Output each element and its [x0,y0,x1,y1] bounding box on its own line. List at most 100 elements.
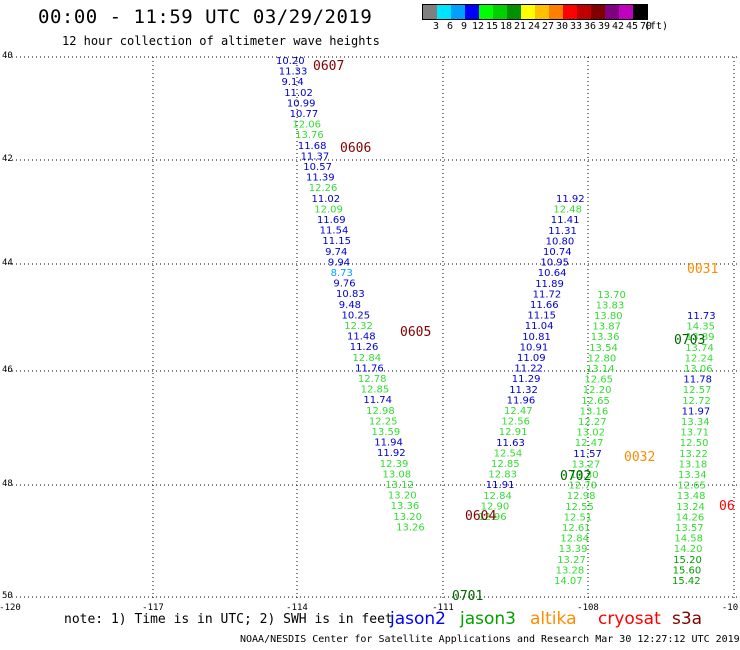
footnote: note: 1) Time is in UTC; 2) SWH is in fe… [64,612,393,627]
wave-height-value: 14.58 [674,534,703,545]
wave-height-value: 12.26 [309,183,338,194]
wave-height-value: 12.91 [499,427,528,438]
wave-height-value: 11.97 [682,406,711,417]
wave-height-value: 10.57 [303,162,332,173]
wave-height-value: 11.32 [509,385,538,396]
wave-height-value: 14.07 [554,576,583,587]
wave-height-value: 9.76 [333,279,355,290]
pass-time-label: 0607 [313,59,344,74]
wave-height-value: 13.87 [592,322,621,333]
wave-height-value: 11.92 [377,448,406,459]
wave-height-value: 12.25 [369,416,398,427]
wave-height-value: 12.83 [488,470,517,481]
wave-height-value: 10.25 [342,310,371,321]
wave-height-value: 9.14 [281,77,303,88]
latitude-tick-label: 40 [2,51,13,61]
wave-height-value: 11.78 [683,375,712,386]
wave-height-value: 12.57 [683,385,712,396]
longitude-tick-label: -120 [0,603,21,613]
wave-height-value: 11.74 [363,395,392,406]
wave-height-value: 11.76 [355,363,384,374]
wave-height-value: 15.60 [673,565,702,576]
color-swatch [507,5,521,19]
wave-height-value: 12.84 [560,534,589,545]
pass-time-label: 0702 [560,469,591,484]
wave-height-value: 13.80 [594,311,623,322]
wave-height-value: 13.18 [679,459,708,470]
longitude-tick-label: -108 [577,603,599,613]
wave-height-value: 11.33 [279,67,308,78]
wave-height-value: 12.54 [494,448,523,459]
wave-height-value: 12.20 [583,385,612,396]
wave-height-value: 12.65 [584,375,613,386]
wave-height-value: 14.20 [674,544,703,555]
wave-height-value: 8.73 [331,268,353,279]
legend-s3a: s3a [672,609,703,629]
color-swatch [591,5,605,19]
wave-height-value: 14.35 [686,322,715,333]
pass-time-label: 0032 [624,450,655,465]
wave-height-value: 11.68 [298,141,327,152]
chart-title: 00:00 - 11:59 UTC 03/29/2019 [38,6,373,28]
wave-height-value: 11.66 [530,300,559,311]
wave-height-value: 13.12 [385,480,414,491]
latitude-tick-label: 50 [2,591,13,601]
wave-height-value: 13.06 [684,364,713,375]
latitude-tick-label: 42 [2,154,13,164]
wave-height-value: 12.48 [553,205,582,216]
color-scale-label: 18 [499,21,513,32]
latitude-tick-label: 44 [2,258,13,268]
wave-height-value: 13.24 [676,502,705,513]
wave-height-value: 10.91 [520,342,549,353]
wave-height-value: 11.02 [311,194,340,205]
pass-time-label: 0031 [687,262,718,277]
color-swatch [619,5,633,19]
wave-height-value: 9.48 [339,300,361,311]
color-swatch [633,5,647,19]
wave-height-value: 12.80 [588,353,617,364]
wave-height-value: 13.57 [675,523,704,534]
color-scale-labels: 3 6 9 12 15 18 21 24 27 30 33 36 39 42 45 70 (ft) [422,21,740,33]
wave-height-value: 13.14 [586,364,615,375]
pass-time-label: 0606 [340,141,371,156]
longitude-tick-label: -117 [142,603,164,613]
latitude-tick-label: 48 [2,479,13,489]
longitude-tick-label: -114 [286,603,308,613]
color-scale-label: 27 [541,21,555,32]
wave-height-value: 13.89 [686,332,715,343]
wave-height-value: 13.39 [559,544,588,555]
wave-height-value: 12.72 [682,396,711,407]
wave-height-value: 13.59 [372,427,401,438]
color-scale-label: 24 [527,21,541,32]
wave-height-value: 11.96 [507,395,536,406]
wave-height-value: 13.36 [391,501,420,512]
color-scale-label: 45 [625,21,639,32]
wave-height-value: 13.30 [570,470,599,481]
color-swatch [451,5,465,19]
wave-height-value: 11.57 [573,449,602,460]
wave-height-value: 13.76 [295,130,324,141]
wave-height-value: 12.55 [565,502,594,513]
color-swatch [423,5,437,19]
color-scale-label: 33 [569,21,583,32]
wave-height-value: 13.22 [679,449,708,460]
wave-height-value: 12.51 [564,512,593,523]
wave-height-value: 12.84 [483,491,512,502]
wave-height-value: 13.28 [556,565,585,576]
wave-height-value: 13.27 [557,555,586,566]
color-scale-label: 12 [471,21,485,32]
wave-height-value: 12.85 [361,385,390,396]
wave-height-value: 10.99 [287,98,316,109]
wave-height-value: 12.27 [578,417,607,428]
wave-height-value: 12.24 [685,353,714,364]
color-scale-label: 9 [460,21,468,32]
wave-height-value: 13.02 [576,428,605,439]
wave-height-value: 12.47 [504,406,533,417]
color-swatch [605,5,619,19]
wave-height-value: 10.95 [540,258,569,269]
color-swatch [577,5,591,19]
color-scale-label: 6 [446,21,454,32]
wave-height-value: 11.69 [317,215,346,226]
wave-height-value: 11.48 [347,332,376,343]
color-scale-label: 21 [513,21,527,32]
